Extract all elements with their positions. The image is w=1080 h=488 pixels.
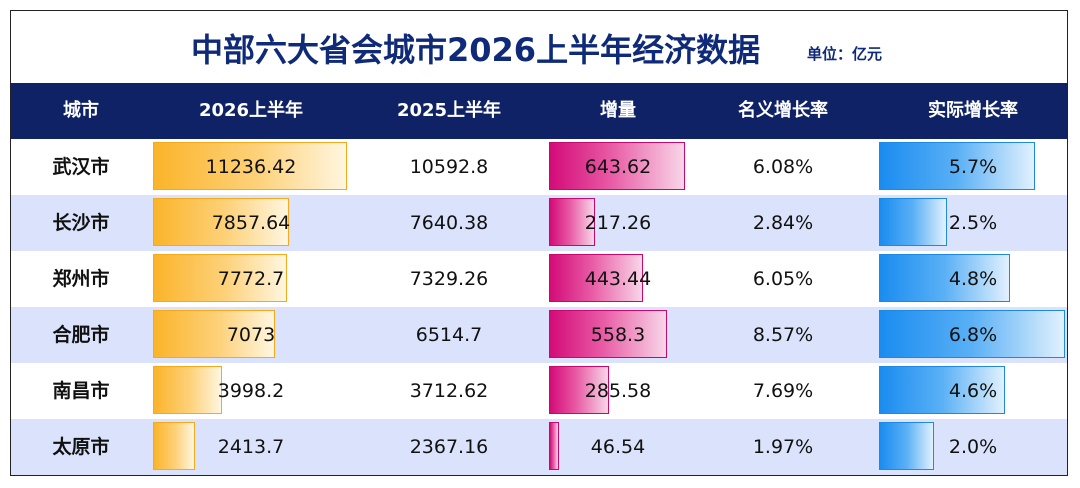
gdp-2026-bar — [153, 310, 275, 358]
increment-bar — [549, 198, 595, 246]
gdp-2026-value: 7772.7 — [217, 268, 285, 290]
real-growth-value: 2.5% — [948, 212, 998, 234]
nominal-growth-value: 6.08% — [752, 156, 814, 178]
real-growth-bar — [879, 254, 1010, 302]
gdp-2026-bar — [153, 198, 289, 246]
table-header: 城市 2026上半年 2025上半年 增量 名义增长率 实际增长率 — [11, 83, 1067, 139]
header-city: 城市 — [63, 100, 99, 121]
gdp-2026-bar — [153, 142, 347, 190]
increment-value: 558.3 — [590, 324, 646, 346]
gdp-2026-value: 7857.64 — [211, 212, 291, 234]
real-growth-bar — [879, 422, 934, 470]
gdp-2026-bar — [153, 254, 287, 302]
gdp-2026-value: 2413.7 — [217, 436, 285, 458]
increment-bar — [549, 310, 667, 358]
gdp-2026-bar — [153, 366, 222, 414]
gdp-2026-bar — [153, 422, 195, 470]
chart-title: 中部六大省会城市2026上半年经济数据 — [191, 31, 761, 69]
real-growth-bar — [879, 310, 1065, 358]
unit-label: 单位：亿元 — [807, 45, 883, 63]
gdp-2026-value: 11236.42 — [205, 156, 297, 178]
city-name: 郑州市 — [52, 268, 110, 290]
increment-value: 643.62 — [584, 156, 652, 178]
nominal-growth-value: 8.57% — [752, 324, 814, 346]
real-growth-bar — [879, 198, 947, 246]
gdp-2025-value: 7329.26 — [409, 268, 489, 290]
gdp-2025-value: 6514.7 — [415, 324, 483, 346]
gdp-2025-value: 7640.38 — [409, 212, 489, 234]
city-name: 太原市 — [52, 436, 110, 458]
city-name: 南昌市 — [52, 380, 110, 402]
city-name: 合肥市 — [52, 324, 110, 346]
table-row: 太原市 2413.7 2367.16 46.54 1.97% 2.0% — [11, 419, 1067, 475]
table-row: 合肥市 7073 6514.7 558.3 8.57% 6.8% — [11, 307, 1067, 363]
header-real-growth: 实际增长率 — [928, 100, 1018, 121]
increment-bar — [549, 366, 609, 414]
header-nominal-growth: 名义增长率 — [738, 100, 828, 121]
header-increment: 增量 — [600, 100, 636, 121]
nominal-growth-value: 1.97% — [752, 436, 814, 458]
gdp-2026-value: 3998.2 — [217, 380, 285, 402]
increment-bar — [549, 254, 643, 302]
real-growth-bar — [879, 366, 1005, 414]
header-gdp-2026: 2026上半年 — [198, 100, 304, 121]
real-growth-value: 2.0% — [948, 436, 998, 458]
nominal-growth-value: 2.84% — [752, 212, 814, 234]
city-name: 武汉市 — [52, 156, 110, 178]
gdp-2025-value: 2367.16 — [409, 436, 489, 458]
gdp-2025-value: 10592.8 — [409, 156, 489, 178]
city-name: 长沙市 — [52, 212, 110, 234]
nominal-growth-value: 7.69% — [752, 380, 814, 402]
real-growth-value: 6.8% — [948, 324, 998, 346]
real-growth-value: 4.8% — [948, 268, 998, 290]
increment-value: 46.54 — [590, 436, 646, 458]
gdp-2025-value: 3712.62 — [409, 380, 489, 402]
gdp-2026-value: 7073 — [226, 324, 276, 346]
header-gdp-2025: 2025上半年 — [396, 100, 502, 121]
increment-value: 285.58 — [584, 380, 652, 402]
table-row: 武汉市 11236.42 10592.8 643.62 6.08% 5.7% — [11, 139, 1067, 195]
table-row: 长沙市 7857.64 7640.38 217.26 2.84% 2.5% — [11, 195, 1067, 251]
increment-bar — [549, 142, 685, 190]
table-row: 郑州市 7772.7 7329.26 443.44 6.05% 4.8% — [11, 251, 1067, 307]
real-growth-value: 4.6% — [948, 380, 998, 402]
nominal-growth-value: 6.05% — [752, 268, 814, 290]
increment-value: 443.44 — [584, 268, 652, 290]
title-row: 中部六大省会城市2026上半年经济数据 单位：亿元 — [11, 11, 1067, 83]
real-growth-bar — [879, 142, 1035, 190]
real-growth-value: 5.7% — [948, 156, 998, 178]
increment-bar — [549, 422, 559, 470]
chart-frame: 中部六大省会城市2026上半年经济数据 单位：亿元 城市 2026上半年 202… — [10, 10, 1068, 476]
table-row: 南昌市 3998.2 3712.62 285.58 7.69% 4.6% — [11, 363, 1067, 419]
increment-value: 217.26 — [584, 212, 652, 234]
